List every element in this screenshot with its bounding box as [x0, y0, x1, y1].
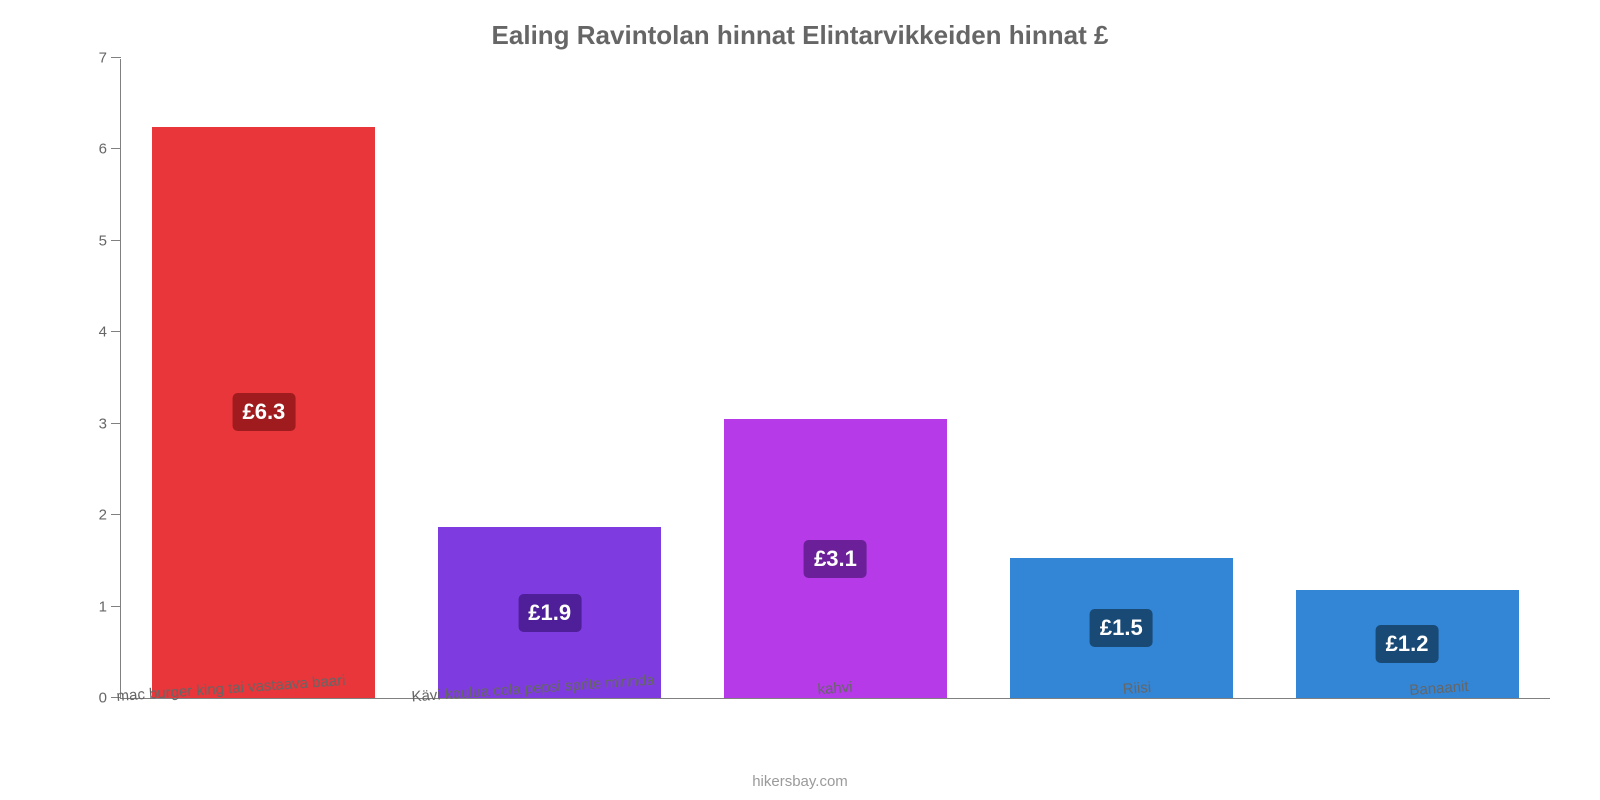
plot-area: £6.3£1.9£3.1£1.5£1.2 01234567: [120, 59, 1550, 699]
bar-slot: £3.1: [693, 59, 979, 698]
value-badge: £1.2: [1376, 625, 1439, 663]
y-tick-label: 7: [81, 50, 107, 67]
bar: £3.1: [724, 419, 947, 698]
chart-footer: hikersbay.com: [0, 773, 1600, 790]
bar: £6.3: [152, 127, 375, 698]
y-tick-label: 6: [81, 141, 107, 158]
y-tick: [111, 240, 121, 241]
value-badge: £6.3: [232, 393, 295, 431]
chart-title: Ealing Ravintolan hinnat Elintarvikkeide…: [40, 20, 1560, 51]
x-axis-labels: mac burger king tai vastaava baariKävi k…: [80, 680, 1590, 697]
y-tick: [111, 423, 121, 424]
y-tick-label: 3: [81, 415, 107, 432]
y-tick: [111, 514, 121, 515]
y-tick: [111, 57, 121, 58]
y-tick-label: 1: [81, 598, 107, 615]
bar-slot: £1.2: [1264, 59, 1550, 698]
price-chart: Ealing Ravintolan hinnat Elintarvikkeide…: [0, 0, 1600, 800]
y-tick: [111, 606, 121, 607]
y-tick: [111, 148, 121, 149]
y-tick-label: 4: [81, 324, 107, 341]
bar-slot: £6.3: [121, 59, 407, 698]
bar-slot: £1.9: [407, 59, 693, 698]
value-badge: £1.5: [1090, 609, 1153, 647]
y-tick-label: 5: [81, 232, 107, 249]
value-badge: £1.9: [518, 594, 581, 632]
y-tick: [111, 331, 121, 332]
value-badge: £3.1: [804, 540, 867, 578]
bar-slot: £1.5: [978, 59, 1264, 698]
bars-container: £6.3 £1.9 £3.1 £1.5 £1.2: [121, 59, 1550, 698]
y-tick-label: 2: [81, 507, 107, 524]
